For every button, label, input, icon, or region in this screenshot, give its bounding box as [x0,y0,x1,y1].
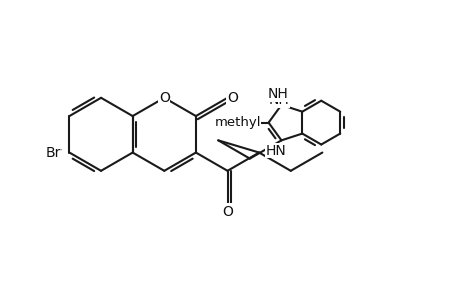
Text: O: O [226,91,237,105]
Text: O: O [226,91,237,105]
Text: Br: Br [46,146,62,160]
Text: HN: HN [265,144,286,158]
Text: O: O [222,205,232,219]
Text: methyl: methyl [214,116,260,129]
Text: Br: Br [45,146,61,160]
Text: O: O [158,91,169,105]
Text: NH: NH [267,88,288,101]
Text: O: O [222,204,232,218]
Text: NH: NH [268,93,288,107]
Text: O: O [158,91,169,105]
Text: HN: HN [265,144,286,158]
